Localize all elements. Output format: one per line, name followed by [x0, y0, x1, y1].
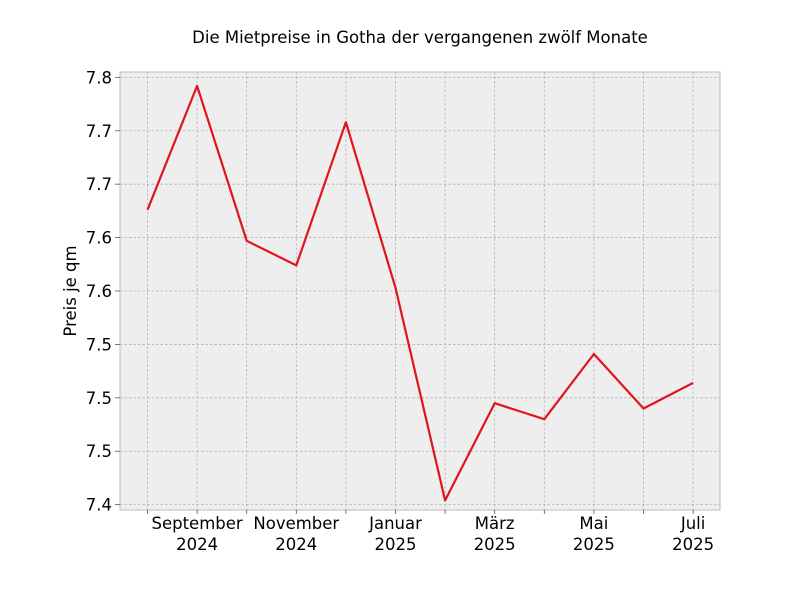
x-tick-label-year: 2025: [474, 535, 516, 554]
x-tick-label-year: 2024: [275, 535, 317, 554]
series-group: [146, 84, 694, 502]
y-tick-label: 7.5: [86, 389, 112, 408]
y-tick-label: 7.7: [86, 122, 112, 141]
chart-title: Die Mietpreise in Gotha der vergangenen …: [192, 28, 648, 47]
x-tick-label-year: 2025: [672, 535, 714, 554]
x-tick-label-year: 2025: [573, 535, 615, 554]
x-tick-label-month: Januar: [368, 514, 422, 533]
x-tick-label-month: März: [475, 514, 515, 533]
x-tick-label-month: September: [151, 514, 242, 533]
x-tick-label-month: Juli: [680, 514, 706, 533]
y-tick-label: 7.5: [86, 442, 112, 461]
series-line: [146, 84, 694, 502]
y-tick-label: 7.6: [86, 229, 112, 248]
y-axis-label: Preis je qm: [61, 245, 80, 336]
grid: [120, 72, 720, 510]
y-axis: 7.4 7.5 7.5 7.5 7.6 7.6 7.7 7.7 7.8: [86, 68, 120, 515]
x-tick-label-month: Mai: [579, 514, 608, 533]
x-tick-label-month: November: [253, 514, 339, 533]
y-tick-label: 7.8: [86, 68, 112, 87]
y-tick-label: 7.6: [86, 282, 112, 301]
y-tick-label: 7.4: [86, 496, 112, 515]
x-tick-label-year: 2025: [375, 535, 417, 554]
x-tick-label-year: 2024: [176, 535, 218, 554]
y-tick-label: 7.7: [86, 175, 112, 194]
x-axis: September 2024 November 2024 Januar 2025 März 2…: [147, 510, 714, 554]
y-tick-label: 7.5: [86, 335, 112, 354]
